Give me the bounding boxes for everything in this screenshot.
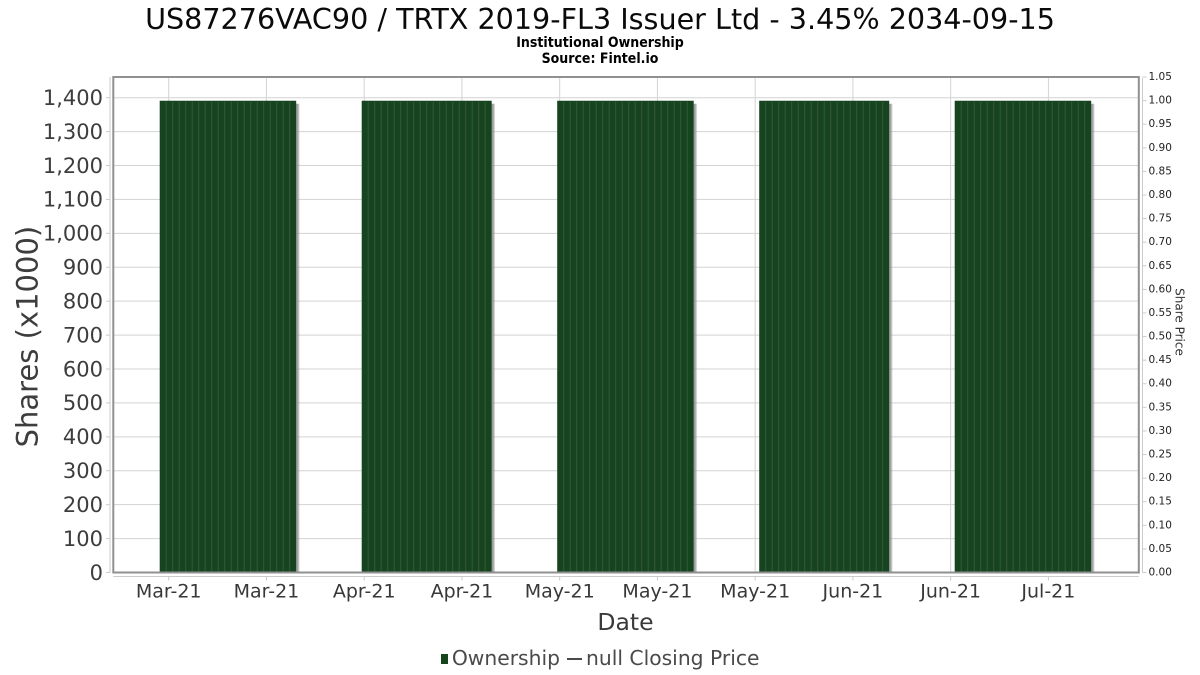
bar-group-shadow <box>296 103 300 574</box>
y-tick-label: 500 <box>63 391 103 415</box>
legend-closing-price-label: null Closing Price <box>585 646 760 670</box>
bar-group-shadow <box>889 103 893 574</box>
y-tick-label: 300 <box>63 459 103 483</box>
y2-tick-label: 0.45 <box>1149 354 1172 366</box>
y2-tick-label: 1.05 <box>1149 71 1172 83</box>
chart-subtitle: Institutional Ownership <box>516 34 684 51</box>
chart-title: US87276VAC90 / TRTX 2019-FL3 Issuer Ltd … <box>145 1 1055 36</box>
y2-tick-label: 0.65 <box>1149 260 1172 272</box>
x-tick-label: Apr-21 <box>431 581 494 603</box>
x-tick-label: Jun-21 <box>822 581 884 603</box>
bar-group <box>159 100 297 572</box>
y2-tick-label: 0.25 <box>1149 449 1172 461</box>
bar-group <box>954 100 1092 572</box>
y2-tick-label: 0.90 <box>1149 142 1172 154</box>
chart-source-label: Source: Fintel.io <box>541 51 659 67</box>
y-tick-label: 400 <box>63 425 103 449</box>
y2-tick-label: 0.80 <box>1149 189 1172 201</box>
y2-tick-label: 0.05 <box>1149 543 1172 555</box>
bar-group-shadow <box>693 103 698 574</box>
x-tick-label: Apr-21 <box>333 581 396 603</box>
x-tick-label: Jul-21 <box>1020 581 1075 603</box>
axis-rulers <box>106 76 1147 581</box>
legend: Ownership null Closing Price <box>0 646 1200 670</box>
y-tick-label: 700 <box>63 323 103 347</box>
bars <box>159 100 1095 574</box>
y-axis-title: Shares (x1000) <box>10 226 44 448</box>
x-tick-label: May-21 <box>525 581 595 603</box>
y2-tick-label: 0.10 <box>1149 519 1172 531</box>
y2-tick-label: 1.00 <box>1149 95 1172 107</box>
x-tick-label: May-21 <box>720 581 790 603</box>
y-tick-label: 1,200 <box>43 154 103 178</box>
bar-group-shadow <box>1091 103 1095 574</box>
y-tick-label: 1,300 <box>43 120 103 144</box>
y2-tick-label: 0.40 <box>1149 378 1172 390</box>
y2-axis-title: Share Price <box>1173 288 1187 356</box>
y2-tick-label: 0.15 <box>1149 496 1172 508</box>
y2-tick-label: 0.95 <box>1149 118 1172 130</box>
y2-tick-label: 0.00 <box>1149 567 1172 579</box>
y-tick-label: 1,400 <box>43 86 103 110</box>
bar-group <box>557 100 694 572</box>
y-tick-label: 800 <box>63 289 103 313</box>
x-tick-label: May-21 <box>622 581 692 603</box>
y-tick-label: 600 <box>63 357 103 381</box>
y2-tick-label: 0.60 <box>1149 283 1172 295</box>
y2-tick-label: 0.55 <box>1149 307 1172 319</box>
plot-border <box>112 76 1140 574</box>
y-tick-label: 0 <box>90 561 103 585</box>
y2-tick-label: 0.70 <box>1149 236 1172 248</box>
x-tick-label: Mar-21 <box>136 581 202 603</box>
y2-tick-label: 0.35 <box>1149 401 1172 413</box>
x-axis-title: Date <box>597 608 653 636</box>
y-tick-label: 200 <box>63 493 103 517</box>
x-tick-label: Mar-21 <box>234 581 300 603</box>
y2-tick-label: 0.20 <box>1149 472 1172 484</box>
x-tick-label: Jun-21 <box>919 581 981 603</box>
y2-tick-label: 0.75 <box>1149 213 1172 225</box>
y-tick-label: 100 <box>63 527 103 551</box>
legend-ownership-label: Ownership <box>451 646 560 670</box>
legend-ownership-swatch <box>440 653 448 665</box>
tick-labels: 0 100 200 300 400 500 600 700 800 900 1,000 1,100 1,… <box>43 71 1172 603</box>
y-tick-label: 1,000 <box>43 222 103 246</box>
y2-tick-label: 0.85 <box>1149 165 1172 177</box>
y-tick-label: 1,100 <box>43 188 103 212</box>
legend-closing-price-swatch <box>566 657 582 661</box>
y2-tick-label: 0.30 <box>1149 425 1172 437</box>
y2-tick-label: 0.50 <box>1149 331 1172 343</box>
bar-group-shadow <box>491 103 496 574</box>
y-tick-label: 900 <box>63 256 103 280</box>
